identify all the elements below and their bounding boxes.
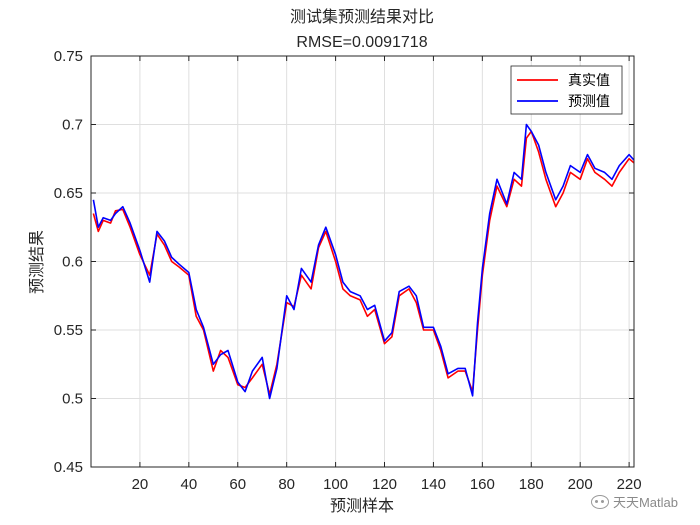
legend-label-pred: 预测值 [568,94,610,110]
y-tick-label: 0.75 [54,48,83,65]
chart-subtitle: RMSE=0.0091718 [296,34,427,51]
legend-label-true: 真实值 [568,73,610,89]
y-axis-label: 预测结果 [27,230,46,294]
y-tick-label: 0.7 [62,117,83,134]
y-tick-labels: 0.45 0.5 0.55 0.6 0.65 0.7 0.75 [54,48,83,476]
watermark-text: 天天Matlab [612,495,678,510]
y-tick-label: 0.45 [54,459,83,476]
x-tick-label: 60 [229,476,246,493]
legend: 真实值 预测值 [510,65,623,115]
x-axis-label: 预测样本 [330,496,394,515]
y-tick-label: 0.6 [62,254,83,271]
watermark: 天天Matlab [590,492,678,511]
plot-area [90,55,635,468]
series-group [92,123,635,400]
series-line-true [92,130,635,396]
y-tick-label: 0.65 [54,185,83,202]
ticks [91,55,634,468]
x-tick-label: 100 [323,476,348,493]
x-tick-label: 200 [568,476,593,493]
x-tick-label: 180 [519,476,544,493]
x-tick-label: 220 [617,476,642,493]
x-tick-label: 80 [278,476,295,493]
x-tick-label: 160 [470,476,495,493]
x-tick-label: 40 [180,476,197,493]
series-line-pred [92,123,635,400]
legend-box [510,65,623,115]
chart-title: 测试集预测结果对比 [290,7,434,26]
wechat-icon [590,494,609,509]
x-tick-label: 20 [132,476,149,493]
x-tick-labels: 20 40 60 80 100 120 140 160 180 200 220 [132,476,642,493]
y-tick-label: 0.55 [54,322,83,339]
x-tick-label: 120 [372,476,397,493]
y-tick-label: 0.5 [62,391,83,408]
x-tick-label: 140 [421,476,446,493]
